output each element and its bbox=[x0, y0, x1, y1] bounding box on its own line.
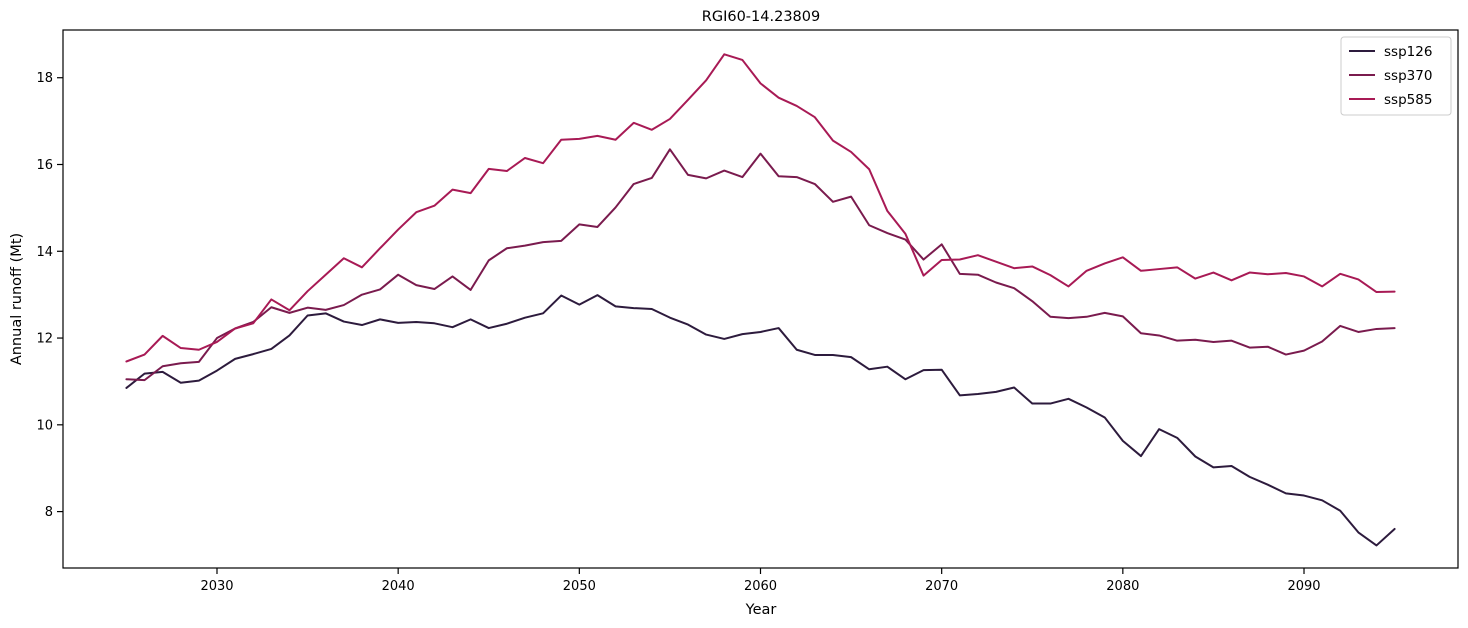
x-tick-label: 2040 bbox=[382, 579, 415, 594]
legend: ssp126 ssp370 ssp585 bbox=[1340, 36, 1452, 116]
series-line-ssp370 bbox=[125, 148, 1396, 382]
y-tick-label: 8 bbox=[45, 505, 53, 520]
legend-box bbox=[1340, 36, 1452, 116]
y-tick-label: 18 bbox=[36, 71, 53, 86]
series-line-ssp585 bbox=[125, 53, 1396, 363]
legend-label-ssp126: ssp126 bbox=[1384, 44, 1432, 60]
y-tick-label: 14 bbox=[36, 245, 53, 260]
x-tick-label: 2070 bbox=[925, 579, 958, 594]
x-axis-label: Year bbox=[745, 602, 777, 618]
series-line-ssp126 bbox=[125, 294, 1396, 547]
chart-title: RGI60-14.23809 bbox=[702, 9, 820, 25]
series-layer bbox=[125, 53, 1396, 547]
x-tick-label: 2090 bbox=[1287, 579, 1320, 594]
y-tick-label: 10 bbox=[36, 418, 53, 433]
x-tick-label: 2050 bbox=[563, 579, 596, 594]
legend-label-ssp585: ssp585 bbox=[1384, 92, 1432, 108]
legend-label-ssp370: ssp370 bbox=[1384, 68, 1432, 84]
x-tick-label: 2080 bbox=[1106, 579, 1139, 594]
x-tick-label: 2060 bbox=[744, 579, 777, 594]
y-tick-label: 16 bbox=[36, 158, 53, 173]
y-tick-label: 12 bbox=[36, 332, 53, 347]
x-tick-label: 2030 bbox=[200, 579, 233, 594]
y-axis-label: Annual runoff (Mt) bbox=[9, 233, 25, 365]
axes-layer: 2030 2040 2050 2060 2070 2080 2090 8 10 12 14 16 18 bbox=[36, 29, 1459, 594]
